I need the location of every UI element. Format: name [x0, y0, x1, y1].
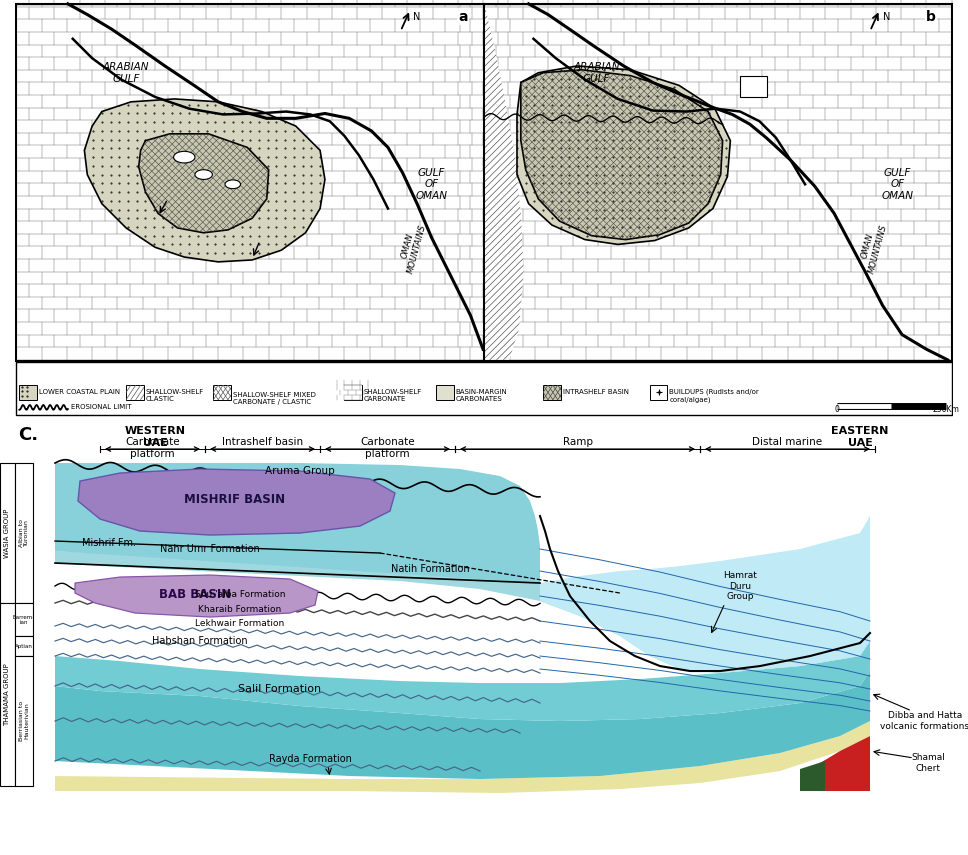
- Polygon shape: [540, 516, 870, 673]
- Text: MISHRIF BASIN: MISHRIF BASIN: [185, 492, 286, 505]
- Polygon shape: [55, 463, 540, 583]
- Bar: [213, 385, 230, 399]
- Bar: [15, 362, 953, 416]
- Text: Barrem-
ian: Barrem- ian: [13, 615, 35, 626]
- Bar: [0, 603, 15, 786]
- Text: Salil Formation: Salil Formation: [238, 684, 321, 694]
- Text: 0: 0: [834, 405, 839, 414]
- Bar: [15, 463, 33, 603]
- Polygon shape: [55, 463, 870, 673]
- Text: WESTERN
UAE: WESTERN UAE: [125, 426, 186, 448]
- Polygon shape: [78, 469, 395, 535]
- Text: 250Km: 250Km: [932, 405, 959, 414]
- Ellipse shape: [225, 180, 240, 189]
- Text: BASIN-MARGIN
CARBONATES: BASIN-MARGIN CARBONATES: [456, 389, 507, 402]
- Bar: [19, 385, 37, 399]
- Polygon shape: [55, 506, 870, 721]
- Text: Hamrat
Duru
Group: Hamrat Duru Group: [723, 571, 757, 601]
- Text: b: b: [926, 9, 936, 24]
- Polygon shape: [521, 70, 722, 239]
- Bar: [650, 385, 667, 399]
- Bar: [15, 656, 33, 786]
- Bar: [543, 385, 560, 399]
- Text: OMAN
MOUNTAINS: OMAN MOUNTAINS: [857, 221, 889, 274]
- Text: THAMAMA GROUP: THAMAMA GROUP: [5, 663, 11, 727]
- Text: BUILDUPS (Rudists and/or
coral/algae): BUILDUPS (Rudists and/or coral/algae): [669, 389, 759, 403]
- Ellipse shape: [195, 170, 212, 180]
- Text: Natih Formation: Natih Formation: [391, 564, 469, 574]
- Bar: [345, 385, 362, 399]
- Text: Nahr Umr Formation: Nahr Umr Formation: [160, 544, 259, 554]
- Text: Ramp: Ramp: [562, 437, 592, 447]
- Text: Aptian: Aptian: [15, 644, 33, 649]
- Text: Dibba and Hatta
volcanic formations: Dibba and Hatta volcanic formations: [881, 711, 968, 731]
- Polygon shape: [138, 134, 269, 233]
- Bar: [345, 385, 362, 399]
- Polygon shape: [485, 5, 524, 360]
- Text: a: a: [458, 9, 468, 24]
- Bar: [16, 5, 483, 360]
- Text: Carbonate
platform: Carbonate platform: [360, 437, 415, 458]
- Text: EROSIONAL LIMIT: EROSIONAL LIMIT: [71, 404, 132, 410]
- Polygon shape: [75, 575, 318, 617]
- Text: C.: C.: [18, 426, 38, 444]
- Text: BAB BASIN: BAB BASIN: [159, 587, 231, 600]
- Text: SHALLOW-SHELF
CARBONATE: SHALLOW-SHELF CARBONATE: [364, 389, 422, 402]
- Polygon shape: [517, 66, 731, 245]
- Polygon shape: [55, 603, 870, 779]
- Text: Intrashelf basin: Intrashelf basin: [222, 437, 303, 447]
- Text: EASTERN
UAE: EASTERN UAE: [832, 426, 889, 448]
- Bar: [15, 636, 33, 656]
- Text: Shu 'aiba Formation: Shu 'aiba Formation: [195, 590, 286, 598]
- Text: Rayda Formation: Rayda Formation: [268, 754, 351, 764]
- Bar: [15, 4, 953, 361]
- Bar: [126, 385, 143, 399]
- Bar: [485, 5, 952, 360]
- Text: LOWER COASTAL PLAIN: LOWER COASTAL PLAIN: [39, 389, 120, 395]
- Text: GULF
OF
OMAN: GULF OF OMAN: [415, 168, 447, 201]
- Ellipse shape: [173, 151, 195, 163]
- Text: WASIA GROUP: WASIA GROUP: [5, 509, 11, 557]
- Polygon shape: [820, 736, 870, 791]
- Text: Lekhwair Formation: Lekhwair Formation: [196, 618, 285, 628]
- Text: Carbonate
platform: Carbonate platform: [125, 437, 180, 458]
- Bar: [15, 603, 33, 636]
- Text: N: N: [413, 13, 420, 22]
- Text: Shamal
Chert: Shamal Chert: [911, 753, 945, 773]
- Polygon shape: [800, 761, 825, 791]
- Bar: [741, 75, 768, 97]
- Text: OMAN
MOUNTAINS: OMAN MOUNTAINS: [396, 221, 428, 274]
- Polygon shape: [84, 99, 325, 262]
- Text: Berriasian to
Hauterivian: Berriasian to Hauterivian: [18, 701, 29, 741]
- Text: Habshan Formation: Habshan Formation: [152, 636, 248, 646]
- Bar: [437, 385, 454, 399]
- Text: Kharaib Formation: Kharaib Formation: [198, 604, 282, 614]
- Text: Mishrif Fm.: Mishrif Fm.: [82, 538, 136, 548]
- Text: SHALLOW-SHELF MIXED
CARBONATE / CLASTIC: SHALLOW-SHELF MIXED CARBONATE / CLASTIC: [232, 392, 316, 405]
- Text: GULF
OF
OMAN: GULF OF OMAN: [881, 168, 913, 201]
- Text: INTRASHELF BASIN: INTRASHELF BASIN: [562, 389, 628, 395]
- Text: SHALLOW-SHELF
CLASTIC: SHALLOW-SHELF CLASTIC: [145, 389, 203, 402]
- Text: ARABIAN
GULF: ARABIAN GULF: [103, 62, 149, 84]
- Text: Distal marine: Distal marine: [752, 437, 823, 447]
- Text: N: N: [883, 13, 890, 22]
- Polygon shape: [55, 721, 870, 793]
- Text: ARABIAN
GULF: ARABIAN GULF: [573, 62, 620, 84]
- Text: Aruma Group: Aruma Group: [265, 466, 335, 476]
- Text: Albian to
Turonian: Albian to Turonian: [18, 519, 29, 547]
- Bar: [0, 463, 15, 603]
